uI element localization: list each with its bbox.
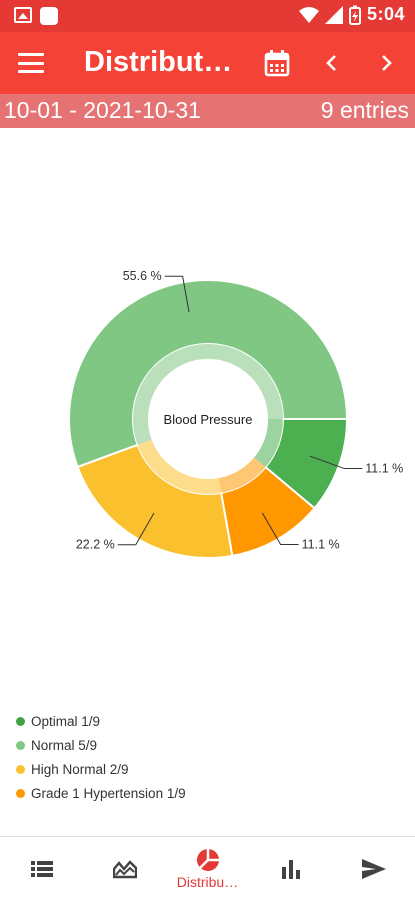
nav-distribution[interactable]: Distribu… [166,837,249,900]
nav-list[interactable] [0,837,83,900]
legend-swatch [16,740,25,750]
app-bar: Distributi… [0,32,415,94]
donut-chart[interactable]: 11.1 % 11.1 % 22.2 % 55.6 % Blood Pressure [0,128,415,700]
legend-item: High Normal 2/9 [16,757,186,781]
pie-data-label: 55.6 % [123,269,162,283]
bar-chart-icon [281,860,300,879]
pie-slice-inner-ring [133,343,283,445]
line-chart-icon [112,860,137,879]
battery-icon [348,5,361,25]
donut-center-label: Blood Pressure [164,412,253,427]
chevron-left-icon [326,55,336,71]
menu-icon [18,53,44,56]
pie-chart-icon [196,848,220,871]
legend-item: Optimal 1/9 [16,709,186,733]
legend-swatch [16,716,25,726]
image-notification-icon [14,7,32,23]
next-month-button[interactable] [371,48,401,78]
legend-swatch [16,788,25,798]
page-title: Distributi… [84,46,236,78]
previous-month-button[interactable] [317,48,347,78]
pie-slice-inner-ring [218,457,266,493]
send-icon [361,859,386,879]
chart-legend: Optimal 1/9 Normal 5/9 High Normal 2/9 Grad… [16,709,186,805]
pie-slice-inner-ring [253,419,283,468]
signal-icon [324,5,343,24]
legend-label: Grade 1 Hypertension 1/9 [31,785,186,801]
pie-data-label: 11.1 % [302,537,340,551]
pie-label-leader [261,512,299,545]
nav-distribution-label: Distribu… [176,874,239,890]
pie-label-leader [309,455,363,470]
menu-button[interactable] [18,50,44,76]
list-icon [30,861,53,877]
legend-label: Normal 5/9 [31,737,98,753]
status-bar: 5:04 [0,0,415,32]
distribution-chart: 11.1 % 11.1 % 22.2 % 55.6 % Blood Pressure [0,128,415,700]
chevron-right-icon [382,55,392,71]
pie-data-label: 22.2 % [76,538,115,552]
legend-label: Optimal 1/9 [31,713,101,729]
legend-item: Normal 5/9 [16,733,186,757]
pie-data-label: 11.1 % [365,462,403,476]
donut-hole [148,359,268,479]
calendar-icon[interactable] [264,49,290,77]
legend-swatch [16,764,25,774]
pie-label-leader [117,512,155,546]
bottom-navigation: Distribu… [0,836,415,900]
legend-label: High Normal 2/9 [31,761,129,777]
entries-count: 9 entries [320,97,409,123]
nav-trend[interactable] [83,837,166,900]
nav-bar-chart[interactable] [249,837,332,900]
wifi-icon [298,6,319,23]
app-notification-icon [40,7,58,25]
pie-slice-inner-ring [137,439,222,494]
legend-item: Grade 1 Hypertension 1/9 [16,781,186,805]
pie-label-leader [164,275,190,313]
nav-send[interactable] [332,837,415,900]
date-range: 10-01 - 2021-10-31 [4,97,201,123]
clock: 5:04 [366,4,405,24]
date-range-bar: 10-01 - 2021-10-31 9 entries [0,94,415,128]
